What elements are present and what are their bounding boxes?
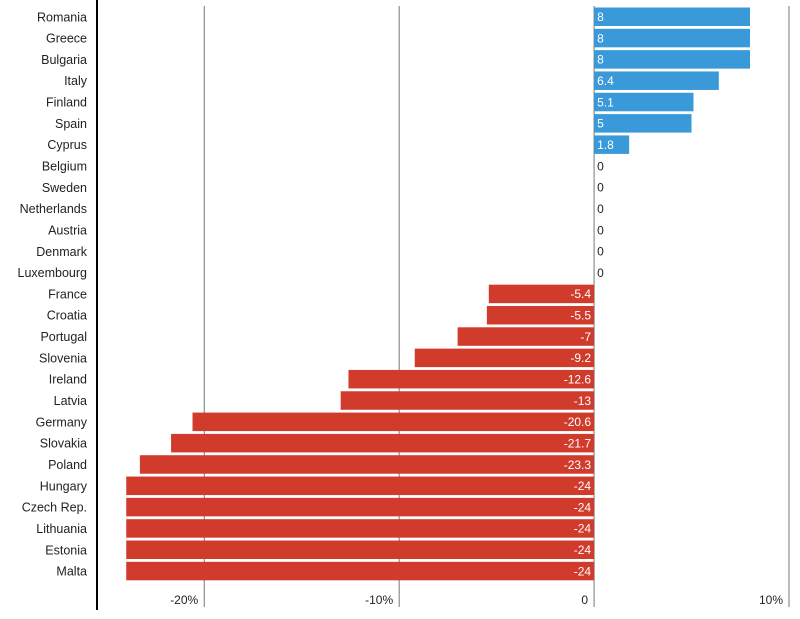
category-label: Lithuania [36,522,87,536]
value-label: -20.6 [564,415,592,429]
category-label: Finland [46,96,87,110]
value-label: 8 [597,10,604,24]
bar [594,50,751,69]
value-label: 8 [597,53,604,67]
value-label: 0 [597,266,604,280]
category-label: Sweden [42,181,87,195]
category-labels: Romania Greece Bulgaria Italy Finland Spain Cy… [18,10,88,578]
x-tick-label: -20% [170,593,198,607]
bar [139,455,595,474]
bars [126,7,751,581]
value-label: 0 [597,223,604,237]
x-tick-label: -10% [365,593,393,607]
bar [126,540,595,559]
value-label: 0 [597,159,604,173]
value-label: -13 [574,394,592,408]
category-label: Greece [46,32,87,46]
value-label: 5 [597,117,604,131]
bar [594,92,694,112]
category-label: Croatia [47,309,87,323]
category-label: Romania [37,10,87,24]
value-label: -5.4 [570,287,591,301]
value-label: 8 [597,31,604,45]
value-label: -24 [574,500,592,514]
bar [594,28,751,48]
value-label: -24 [574,543,592,557]
bar [594,71,719,90]
value-label: 1.8 [597,138,614,152]
category-label: Ireland [49,373,87,387]
value-label: 5.1 [597,95,614,109]
value-label: -5.5 [570,309,591,323]
bar [171,433,595,453]
category-label: Germany [36,415,88,429]
bar [126,497,595,517]
x-tick-label: 10% [759,593,783,607]
bar [192,412,595,432]
category-label: Latvia [54,394,87,408]
category-label: France [48,287,87,301]
value-label: -23.3 [564,458,592,472]
category-label: Cyprus [47,138,87,152]
value-label: -9.2 [570,351,591,365]
x-axis-tick-labels: -20% -10% 0 10% [170,593,783,607]
bar [594,7,751,26]
value-label: -24 [574,564,592,578]
category-label: Bulgaria [41,53,87,67]
bar [486,305,595,325]
bar [340,391,595,410]
x-tick-label: 0 [581,593,588,607]
bar [457,327,595,346]
bar [126,476,595,496]
category-label: Italy [64,74,88,88]
bar [594,135,630,154]
category-label: Slovakia [40,437,87,451]
category-label: Czech Rep. [22,501,87,515]
bar [594,114,692,133]
bar [126,561,595,581]
category-label: Malta [56,565,87,579]
value-label: 0 [597,181,604,195]
category-label: Austria [48,223,87,237]
bar [414,348,595,368]
value-label: -24 [574,522,592,536]
value-label: 0 [597,202,604,216]
category-label: Luxembourg [18,266,88,280]
value-label: -24 [574,479,592,493]
category-label: Estonia [45,543,87,557]
value-label: -21.7 [564,436,592,450]
category-label: Netherlands [20,202,87,216]
category-label: Spain [55,117,87,131]
category-label: Belgium [42,159,87,173]
bar [348,369,595,389]
value-label: 0 [597,245,604,259]
category-label: Poland [48,458,87,472]
category-label: Slovenia [39,351,87,365]
category-label: Hungary [40,479,88,493]
bar [488,284,595,304]
bar [126,519,595,538]
category-label: Portugal [40,330,87,344]
value-label: -12.6 [564,372,592,386]
value-label: -7 [580,330,591,344]
value-labels: 8 8 8 6.4 5.1 5 1.8 0 0 0 0 0 0 -5.4 -5.5 -7 -9.2 -12.6 -1… [564,10,614,578]
category-label: Denmark [36,245,87,259]
value-label: 6.4 [597,74,614,88]
